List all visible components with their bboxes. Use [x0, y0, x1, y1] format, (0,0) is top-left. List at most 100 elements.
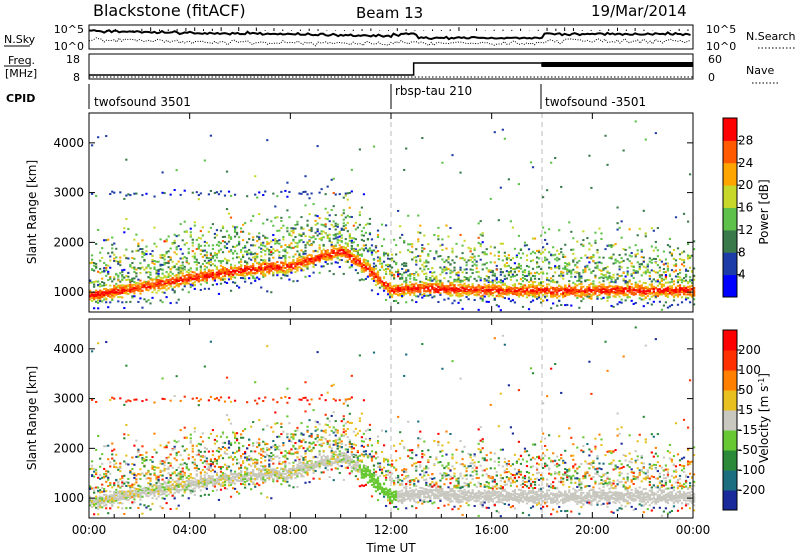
power-cell — [552, 280, 555, 283]
power-cell — [240, 267, 243, 270]
power-cell — [693, 278, 696, 281]
power-cell — [427, 255, 430, 258]
power-cell — [594, 241, 597, 244]
power-cell — [115, 282, 118, 285]
power-cell — [296, 257, 299, 260]
power-cell — [191, 282, 194, 285]
power-cell — [177, 260, 180, 263]
power-cell — [256, 267, 259, 270]
power-cell — [250, 265, 253, 268]
power-cell — [117, 279, 120, 282]
power-cell — [435, 284, 438, 287]
power-cell — [344, 242, 347, 245]
power-cell — [525, 265, 529, 268]
power-cell — [139, 267, 142, 270]
power-cell — [272, 273, 275, 276]
power-cell — [358, 211, 361, 214]
power-cell — [266, 240, 269, 243]
power-cell — [616, 291, 619, 294]
power-cell — [636, 288, 639, 291]
power-cell — [252, 256, 255, 259]
power-cell — [576, 284, 579, 287]
power-cell — [693, 240, 696, 243]
power-cell — [109, 276, 112, 279]
colorbar-swatch — [723, 118, 737, 141]
power-cell — [550, 253, 553, 256]
power-cell — [227, 234, 231, 237]
power-cell — [332, 237, 335, 240]
power-cell — [235, 233, 239, 236]
power-cell — [276, 267, 279, 270]
power-cell — [133, 295, 136, 298]
power-cell — [443, 268, 446, 271]
power-cell — [403, 262, 406, 265]
power-cell — [411, 243, 414, 246]
power-cell — [352, 259, 355, 262]
power-cell — [489, 289, 492, 292]
power-cell — [676, 279, 680, 282]
power-cell — [280, 190, 283, 193]
power-cell — [421, 251, 424, 254]
power-cell — [507, 274, 510, 277]
power-cell — [596, 267, 599, 270]
power-cell — [145, 192, 148, 195]
power-cell — [588, 261, 591, 264]
power-cell — [628, 296, 631, 299]
power-cell — [431, 267, 434, 270]
power-cell — [165, 252, 168, 255]
power-cell — [423, 284, 426, 287]
power-cell — [350, 241, 353, 244]
power-cell — [384, 285, 388, 288]
power-cell — [374, 264, 378, 267]
power-cell — [531, 166, 535, 169]
power-cell — [91, 144, 94, 147]
power-cell — [626, 272, 629, 275]
power-cell — [505, 270, 508, 273]
power-cell — [215, 253, 219, 256]
power-cell — [491, 283, 494, 286]
power-cell — [626, 270, 629, 273]
power-cell — [346, 250, 349, 253]
power-cell — [435, 288, 438, 291]
power-cell — [620, 288, 623, 291]
power-cell — [270, 246, 273, 249]
power-cell — [225, 262, 229, 265]
power-cell — [292, 280, 295, 283]
power-cell — [360, 270, 363, 273]
power-cell — [203, 249, 206, 252]
power-cell — [318, 254, 321, 257]
power-cell — [509, 288, 512, 291]
power-cell — [113, 291, 116, 294]
power-cell — [248, 248, 251, 251]
power-cell — [602, 274, 605, 277]
power-cell — [260, 242, 263, 245]
power-cell — [338, 248, 341, 251]
power-cell — [272, 262, 275, 265]
power-cell — [133, 281, 136, 284]
power-cell — [552, 288, 555, 291]
power-cell — [658, 289, 661, 292]
power-cell — [350, 239, 353, 242]
power-cell — [384, 252, 388, 255]
power-cell — [262, 275, 265, 278]
power-cell — [634, 292, 637, 295]
power-cell — [634, 271, 637, 274]
power-cell — [384, 287, 388, 290]
power-cell — [199, 283, 202, 286]
power-cell — [517, 266, 521, 269]
power-cell — [195, 277, 198, 280]
power-cell — [517, 270, 521, 273]
power-cell — [109, 301, 112, 304]
power-cell — [576, 266, 579, 269]
cpid-label: CPID — [6, 92, 35, 105]
power-cell — [544, 259, 547, 262]
power-cell — [401, 263, 404, 266]
power-cell — [346, 230, 349, 233]
power-cell — [558, 267, 561, 270]
power-cell — [686, 282, 690, 285]
power-cell — [660, 283, 663, 286]
power-cell — [175, 284, 178, 287]
power-cell — [197, 261, 200, 264]
power-cell — [429, 271, 432, 274]
